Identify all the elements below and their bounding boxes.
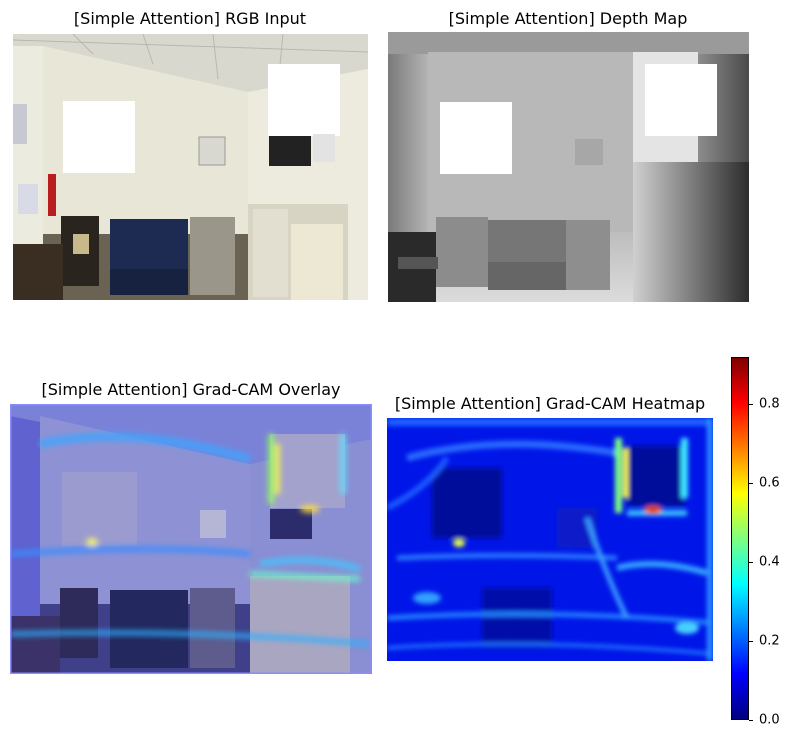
- rgb-input-image: [13, 34, 368, 300]
- gradcam-overlay-image: [10, 404, 372, 674]
- colorbar-tick-mark: [749, 403, 753, 405]
- rgb-panel-title: [Simple Attention] RGB Input: [73, 9, 307, 28]
- colorbar-tick-mark: [749, 561, 753, 563]
- heatmap-panel-title: [Simple Attention] Grad-CAM Heatmap: [394, 394, 706, 413]
- colorbar-tick-mark: [749, 640, 753, 642]
- colorbar: [731, 357, 749, 720]
- colorbar-tick-label: 0.2: [759, 633, 780, 649]
- colorbar-tick-label: 0.8: [759, 396, 780, 412]
- gradcam-heatmap-image: [387, 418, 713, 661]
- depth-panel-title: [Simple Attention] Depth Map: [448, 9, 688, 28]
- overlay-panel-title: [Simple Attention] Grad-CAM Overlay: [41, 380, 341, 399]
- depth-map-image: [388, 32, 749, 302]
- colorbar-tick-label: 0.6: [759, 475, 780, 491]
- colorbar-tick-mark: [749, 719, 753, 721]
- colorbar-tick-label: 0.0: [759, 712, 780, 728]
- colorbar-tick-mark: [749, 482, 753, 484]
- colorbar-tick-label: 0.4: [759, 554, 780, 570]
